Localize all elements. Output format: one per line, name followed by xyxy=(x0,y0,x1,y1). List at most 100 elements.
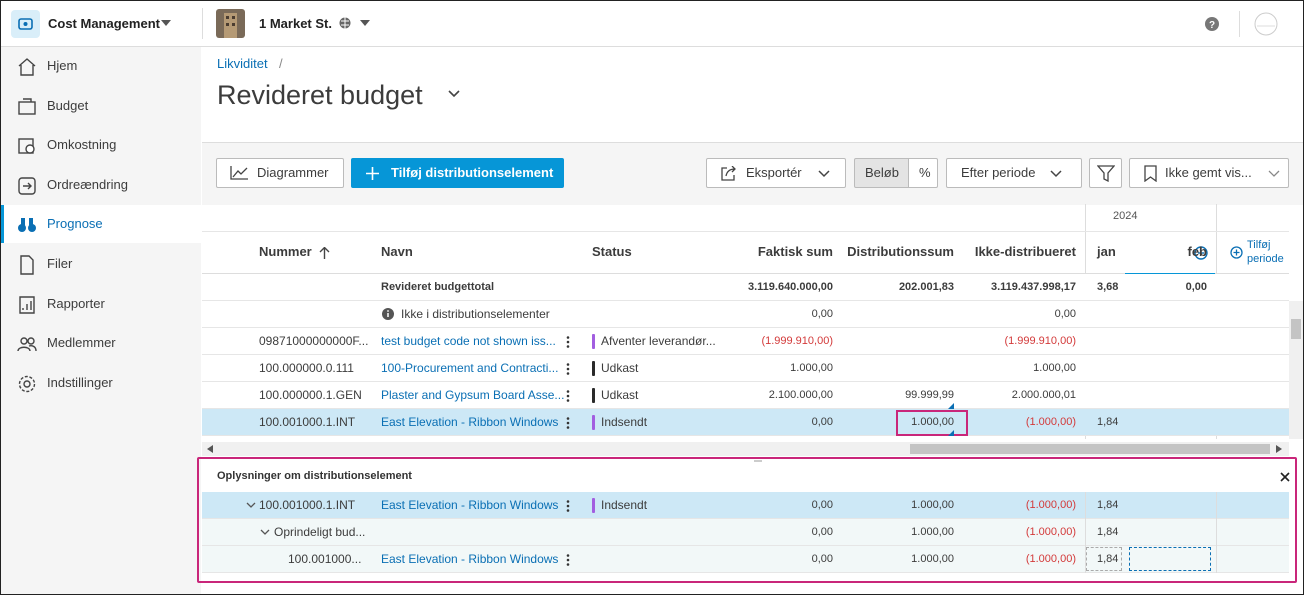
number-cell: 100.000000.0.111 xyxy=(259,361,354,375)
undistributed-cell: 2.000.000,01 xyxy=(1011,389,1076,401)
undistributed-cell: (1.999.910,00) xyxy=(1004,335,1076,347)
close-button[interactable] xyxy=(1280,472,1290,482)
row-menu[interactable] xyxy=(566,500,570,512)
expand-chevron[interactable] xyxy=(246,502,256,509)
distribution-cell: 99.999,99 xyxy=(905,389,954,401)
column-divider xyxy=(1085,492,1086,519)
collapse-icon[interactable] xyxy=(1194,246,1208,260)
header-divider xyxy=(202,273,1289,274)
name-cell[interactable]: East Elevation - Ribbon Windows xyxy=(381,415,559,429)
nav-icon xyxy=(17,337,37,352)
column-divider xyxy=(1216,519,1217,546)
chart-button[interactable]: Diagrammer xyxy=(216,158,344,188)
amount-toggle[interactable]: Beløb xyxy=(854,158,909,188)
breadcrumb[interactable]: Likviditet xyxy=(217,56,268,71)
name-cell: Revideret budgettotal xyxy=(381,281,495,293)
name-cell[interactable]: Plaster and Gypsum Board Asse... xyxy=(381,388,565,402)
status-cell: Indsendt xyxy=(601,498,648,512)
row-menu[interactable] xyxy=(566,554,570,566)
column-header[interactable]: Faktisk sum xyxy=(757,244,833,259)
column-header[interactable]: Navn xyxy=(381,244,413,259)
jan-cell: 3,68 xyxy=(1097,281,1119,293)
column-header[interactable]: Nummer xyxy=(259,244,312,259)
undistributed-cell: (1.000,00) xyxy=(1025,526,1076,538)
svg-text:?: ? xyxy=(1209,20,1215,31)
globe-icon xyxy=(339,17,351,29)
name-cell[interactable]: East Elevation - Ribbon Windows xyxy=(381,498,559,512)
nav-item[interactable]: Prognose xyxy=(1,205,201,244)
top-bar: Cost Management 1 Market St. ? xyxy=(1,1,1303,47)
nav-item[interactable]: Indstillinger xyxy=(1,364,201,402)
nav-item[interactable]: Budget xyxy=(1,87,201,125)
add-period-icon[interactable] xyxy=(1230,246,1243,259)
name-cell[interactable]: East Elevation - Ribbon Windows xyxy=(381,552,559,566)
name-cell[interactable]: 100-Procurement and Contracti... xyxy=(381,361,559,375)
help-icon[interactable]: ? xyxy=(1205,17,1219,31)
row-menu[interactable] xyxy=(566,363,570,375)
filter-button[interactable] xyxy=(1089,158,1122,188)
status-cell: Udkast xyxy=(601,361,639,375)
nav-item[interactable]: Ordreændring xyxy=(1,166,201,204)
row-bg xyxy=(202,301,1289,328)
row-bg xyxy=(202,519,1289,546)
nav-item[interactable]: Omkostning xyxy=(1,126,201,164)
project-thumb[interactable] xyxy=(216,9,245,38)
nav-icon xyxy=(18,375,36,392)
distribution-cell: 1.000,00 xyxy=(911,499,954,511)
column-divider xyxy=(1085,519,1086,546)
caret[interactable] xyxy=(161,20,171,26)
status-cell: Udkast xyxy=(601,388,639,402)
export-button[interactable]: Eksportér xyxy=(706,158,846,188)
nav-label: Filer xyxy=(47,256,73,271)
nav-label: Omkostning xyxy=(47,137,117,153)
sort-icon[interactable] xyxy=(319,247,330,259)
add-period[interactable]: Tilføj periode xyxy=(1247,239,1284,265)
title-caret[interactable] xyxy=(448,90,460,98)
cell-edit[interactable] xyxy=(1129,547,1211,571)
row-menu[interactable] xyxy=(566,336,570,348)
name-cell[interactable]: test budget code not shown iss... xyxy=(381,334,556,348)
status-cell: Afventer leverandør... xyxy=(601,334,716,348)
column-header[interactable]: Ikke-distribueret xyxy=(974,244,1076,259)
view-select[interactable]: Ikke gemt vis... xyxy=(1129,158,1289,188)
scroll-left[interactable] xyxy=(207,445,213,453)
cell-marker xyxy=(948,403,954,409)
row-menu[interactable] xyxy=(566,417,570,429)
add-button[interactable]: Tilføj distributionselement xyxy=(351,158,564,188)
project-name[interactable]: 1 Market St. xyxy=(259,16,332,31)
add-label: Tilføj distributionselement xyxy=(391,165,554,180)
detail-row: 100.001000.1.INT East Elevation - Ribbon … xyxy=(1,492,1303,519)
percent-toggle[interactable]: % xyxy=(908,158,938,188)
table-row: Ikke i distributionselementer 0,00 0,00 xyxy=(1,301,1303,328)
nav-item[interactable]: Rapporter xyxy=(1,285,201,323)
row-menu[interactable] xyxy=(566,390,570,402)
product-name[interactable]: Cost Management xyxy=(48,16,160,31)
column-header[interactable]: jan xyxy=(1097,244,1116,259)
actual-cell: 0,00 xyxy=(811,553,833,565)
nav-item[interactable]: Filer xyxy=(1,245,201,283)
nav-icon xyxy=(18,97,36,115)
caret[interactable] xyxy=(360,20,370,26)
undistributed-cell: 3.119.437.998,17 xyxy=(990,281,1076,293)
h-scrollbar[interactable] xyxy=(202,442,1289,456)
sidebar: Hjem Budget Omkostning Ordreændring Prognose… xyxy=(1,47,201,594)
jan-cell: 1,84 xyxy=(1097,416,1119,428)
status-cell: Indsendt xyxy=(601,415,648,429)
scroll-right[interactable] xyxy=(1276,445,1282,453)
column-header[interactable]: feb xyxy=(1187,244,1208,259)
nav-item[interactable]: Hjem xyxy=(1,47,201,85)
status-bar xyxy=(592,388,595,403)
nav-label: Prognose xyxy=(47,216,103,232)
v-scrollbar[interactable] xyxy=(1289,301,1303,439)
avatar[interactable] xyxy=(1254,12,1278,36)
column-header[interactable]: Distributionssum xyxy=(847,244,954,259)
nav-item[interactable]: Medlemmer xyxy=(1,324,201,362)
column-header[interactable]: Status xyxy=(592,244,632,259)
jan-cell: 1,84 xyxy=(1097,499,1119,511)
table-row: 09871000000000F... test budget code not s… xyxy=(1,328,1303,355)
period-select[interactable]: Efter periode xyxy=(946,158,1082,188)
nav-icon xyxy=(18,177,36,195)
expand-chevron[interactable] xyxy=(260,529,270,536)
number-cell: 100.001000.1.INT xyxy=(259,415,356,429)
